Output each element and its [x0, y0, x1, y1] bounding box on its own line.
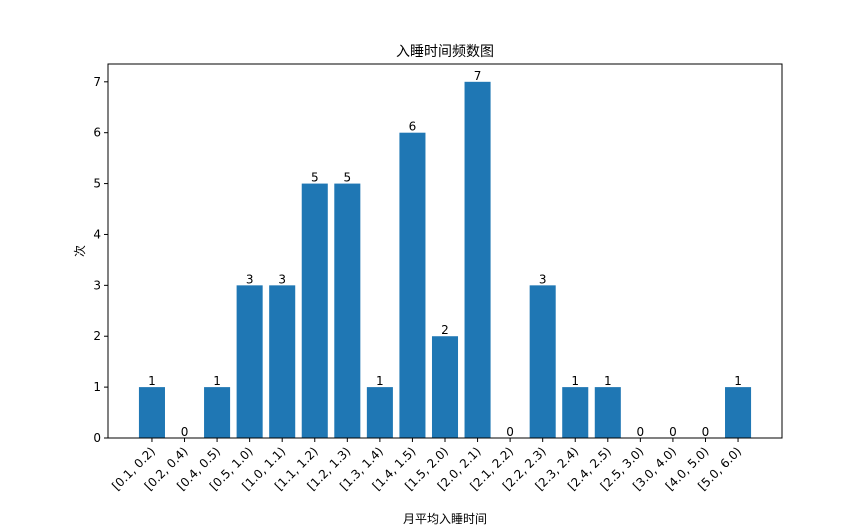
- bar: [334, 183, 361, 438]
- bar: [594, 387, 621, 438]
- bar: [301, 183, 328, 438]
- value-label: 1: [571, 374, 579, 388]
- bar: [138, 387, 165, 438]
- value-label: 7: [474, 69, 482, 83]
- y-tick-label: 7: [93, 75, 101, 89]
- bar: [529, 285, 556, 438]
- value-label: 1: [148, 374, 156, 388]
- y-tick-label: 2: [93, 329, 101, 343]
- value-label: 1: [604, 374, 612, 388]
- bar: [366, 387, 393, 438]
- y-tick-label: 3: [93, 278, 101, 292]
- value-label: 3: [539, 272, 547, 286]
- value-label: 3: [278, 272, 286, 286]
- y-axis-label: 次: [73, 245, 87, 257]
- y-tick-label: 1: [93, 380, 101, 394]
- value-label: 5: [343, 171, 351, 185]
- value-label: 1: [213, 374, 221, 388]
- value-label: 5: [311, 171, 319, 185]
- bar: [725, 387, 752, 438]
- bar: [399, 132, 426, 438]
- value-label: 0: [702, 425, 710, 439]
- bar: [464, 81, 491, 439]
- bar: [204, 387, 231, 438]
- y-tick-label: 4: [93, 227, 101, 241]
- value-label: 0: [181, 425, 189, 439]
- plot-frame: [107, 63, 783, 439]
- y-tick-label: 0: [93, 431, 101, 445]
- x-axis-label: 月平均入睡时间: [403, 512, 487, 526]
- chart-title: 入睡时间频数图: [396, 44, 494, 60]
- bar: [236, 285, 263, 438]
- y-tick-label: 6: [93, 126, 101, 140]
- value-label: 3: [246, 272, 254, 286]
- value-label: 1: [376, 374, 384, 388]
- value-label: 0: [506, 425, 514, 439]
- value-label: 0: [669, 425, 677, 439]
- value-label: 2: [441, 323, 449, 337]
- bar: [562, 387, 589, 438]
- value-label: 0: [637, 425, 645, 439]
- value-label: 1: [734, 374, 742, 388]
- y-tick-label: 5: [93, 177, 101, 191]
- value-label: 6: [409, 120, 417, 134]
- bar: [431, 336, 459, 438]
- bar: [269, 285, 296, 438]
